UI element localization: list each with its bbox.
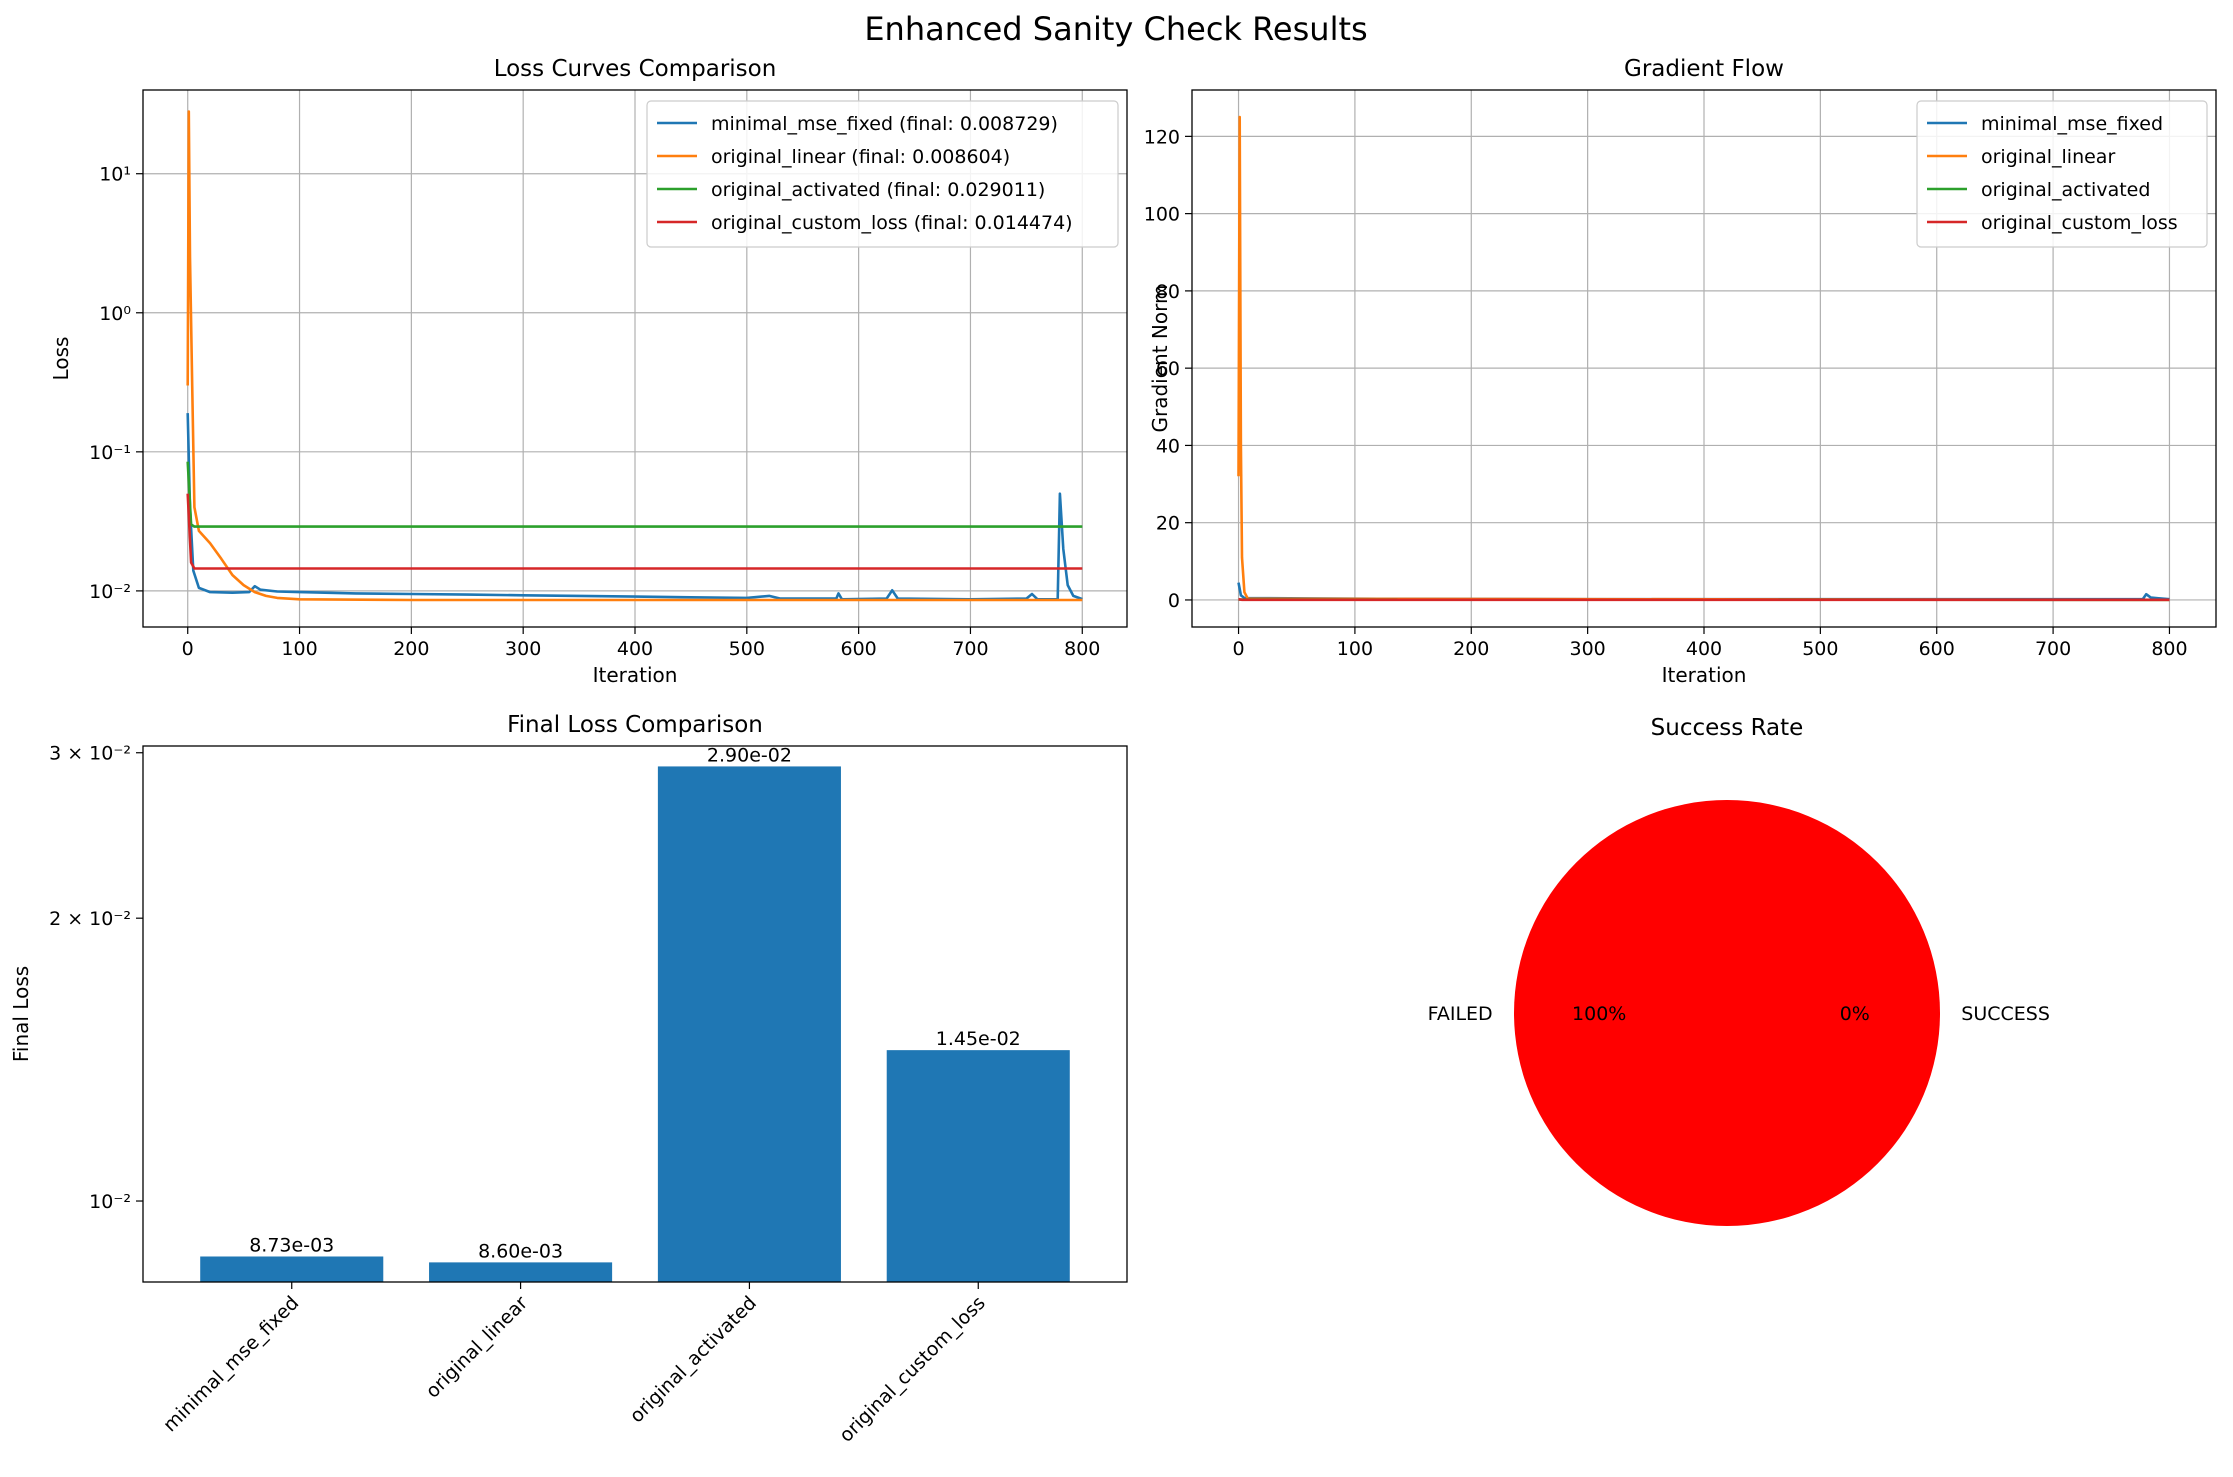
chart-title: Success Rate <box>1651 715 1804 741</box>
y-tick-label: 100 <box>1144 204 1180 226</box>
y-axis-label: Gradient Norm <box>1148 285 1172 433</box>
pie-slice-0 <box>1514 800 1940 1226</box>
x-tick-label: 800 <box>1064 638 1100 660</box>
x-axis-label: Iteration <box>1662 663 1747 687</box>
legend-box <box>646 100 1119 248</box>
x-tick-label: 400 <box>1686 638 1722 660</box>
y-tick-label: 40 <box>1156 435 1180 457</box>
y-tick-label: 2 × 10⁻² <box>49 908 131 930</box>
series-line-1 <box>186 110 1083 602</box>
legend-label-2: original_activated <box>1981 179 2150 201</box>
bar-data-label-3: 1.45e-02 <box>936 1028 1021 1050</box>
x-tick-label: 300 <box>505 638 541 660</box>
x-tick-label: 700 <box>952 638 988 660</box>
y-tick-label: 120 <box>1144 126 1180 148</box>
x-tick-label: 500 <box>1802 638 1838 660</box>
x-tick-label: 500 <box>729 638 765 660</box>
x-axis-label: Iteration <box>593 663 678 687</box>
bar-1 <box>429 1262 613 1282</box>
y-tick-label: 80 <box>1156 281 1180 303</box>
pie-pct-label-1: 0% <box>1840 1003 1870 1025</box>
chart-title: Final Loss Comparison <box>507 712 763 738</box>
bar-data-label-0: 8.73e-03 <box>249 1234 334 1256</box>
pie-label-0: FAILED <box>1428 1003 1493 1025</box>
legend-label-3: original_custom_loss <box>1981 212 2178 234</box>
y-tick-label: 10¹ <box>99 164 131 186</box>
chart-title: Loss Curves Comparison <box>494 56 777 82</box>
y-tick-label: 60 <box>1156 358 1180 380</box>
legend-label-0: minimal_mse_fixed (final: 0.008729) <box>711 113 1058 135</box>
axes-frame <box>142 745 1128 1283</box>
x-tick-label: 700 <box>2035 638 2071 660</box>
axes-frame <box>142 89 1128 628</box>
legend-label-3: original_custom_loss (final: 0.014474) <box>711 212 1073 234</box>
pie-pct-label-0: 100% <box>1572 1003 1626 1025</box>
legend-label-1: original_linear (final: 0.008604) <box>711 146 1010 168</box>
y-tick-label: 10⁻² <box>89 581 131 603</box>
series-line-2 <box>186 461 1083 528</box>
y-tick-label: 10⁻¹ <box>89 442 131 464</box>
chart-title: Gradient Flow <box>1624 56 1784 82</box>
bar-data-label-1: 8.60e-03 <box>478 1240 563 1262</box>
legend-label-0: minimal_mse_fixed <box>1981 113 2163 135</box>
x-tick-label: 0 <box>1232 638 1244 660</box>
x-tick-label: 600 <box>1919 638 1955 660</box>
x-tick-label: 100 <box>281 638 317 660</box>
x-tick-label: 600 <box>841 638 877 660</box>
pie-label-1: SUCCESS <box>1961 1003 2050 1025</box>
bar-0 <box>200 1256 384 1282</box>
legend-label-2: original_activated (final: 0.029011) <box>711 179 1045 201</box>
y-axis-label: Final Loss <box>9 966 33 1062</box>
x-tick-label: 100 <box>1337 638 1373 660</box>
x-tick-label: 400 <box>617 638 653 660</box>
x-tick-label: 0 <box>182 638 194 660</box>
axes-frame <box>1191 89 2217 628</box>
bar-data-label-2: 2.90e-02 <box>707 744 792 766</box>
legend-label-1: original_linear <box>1981 146 2115 168</box>
bar-3 <box>886 1050 1070 1282</box>
x-tick-label: 800 <box>2151 638 2187 660</box>
y-tick-label: 20 <box>1156 513 1180 535</box>
bar-2 <box>657 766 841 1282</box>
series-line-3 <box>186 493 1083 570</box>
figure-title: Enhanced Sanity Check Results <box>864 10 1367 48</box>
y-tick-label: 0 <box>1168 590 1180 612</box>
success-rate-panel: Success Rate FAILED 100% 0% SUCCESS <box>1428 715 2050 1226</box>
y-tick-label: 10⁰ <box>99 303 131 325</box>
series-line-3 <box>1238 597 2170 602</box>
gradient-flow-panel: 0 100 200 300 400 500 600 700 800 0 20 40 60 80 100 120… <box>1144 56 2217 687</box>
y-tick-label: 3 × 10⁻² <box>49 743 131 765</box>
x-tick-label: 200 <box>1453 638 1489 660</box>
x-tick-label: 200 <box>393 638 429 660</box>
x-tick-label: 300 <box>1570 638 1606 660</box>
y-axis-label: Loss <box>49 337 73 381</box>
y-tick-label: 10⁻² <box>89 1191 131 1213</box>
loss-curves-panel: 0 100 200 300 400 500 600 700 800 10⁻² 10⁻¹ 10⁰ 10¹ L… <box>49 56 1128 687</box>
legend-box <box>1916 100 2208 248</box>
